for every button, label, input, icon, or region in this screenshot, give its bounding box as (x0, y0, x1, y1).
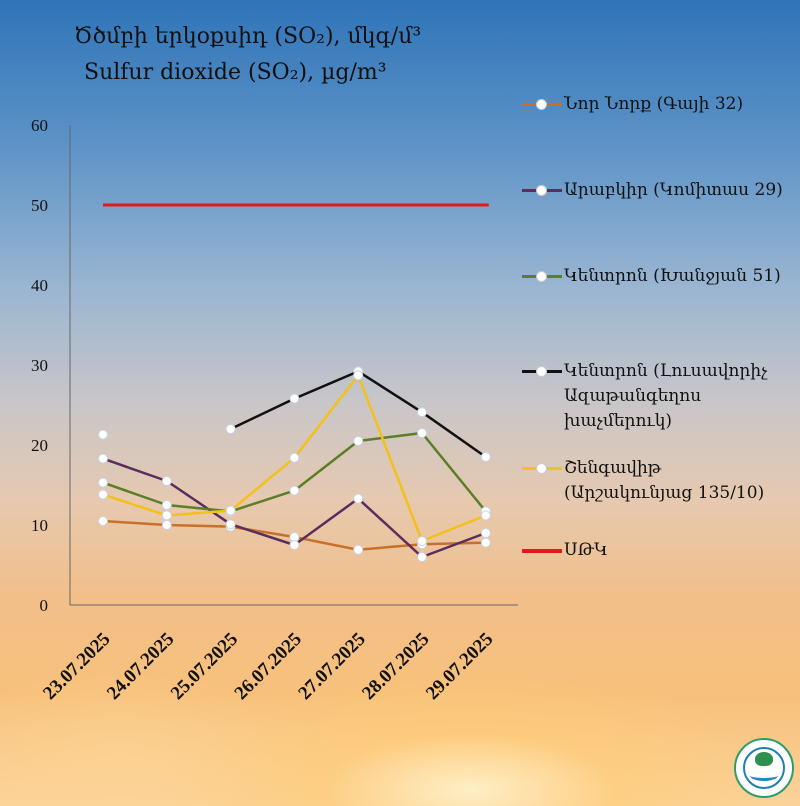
y-tick-label: 30 (31, 356, 48, 375)
legend-item-shengavit: Շենգավիթ (Արշակունյաց 135/10) (522, 456, 789, 506)
data-point (353, 493, 364, 504)
legend-label: ՍԹԿ (564, 540, 608, 560)
data-point (353, 436, 364, 446)
data-point (480, 452, 491, 462)
legend-label: Շենգավիթ (Արշակունյաց 135/10) (564, 458, 765, 503)
legend-label: Կենտրոն (Խանջյան 51) (564, 266, 781, 286)
data-point (98, 489, 108, 500)
x-tick-label: 29.07.2025 (422, 629, 497, 704)
data-point (161, 476, 172, 486)
data-point (225, 519, 236, 530)
legend-marker (536, 185, 547, 196)
series-line-2 (102, 431, 487, 513)
data-point (289, 485, 300, 496)
y-tick-label: 40 (31, 276, 48, 295)
legend-swatch (522, 463, 562, 474)
legend-marker (536, 366, 547, 377)
legend-label: Արաբկիր (Կոմիտաս 29) (564, 180, 783, 200)
y-tick-label: 60 (31, 116, 48, 135)
y-tick-label: 50 (31, 196, 48, 215)
data-point (98, 516, 108, 526)
tree-icon (755, 752, 773, 766)
x-tick-label: 24.07.2025 (103, 629, 178, 704)
legend-marker (536, 463, 547, 474)
legend-swatch (522, 366, 562, 377)
data-point (161, 510, 172, 521)
legend-item-kentron-khanjyan: Կենտրոն (Խանջյան 51) (522, 264, 789, 289)
chart-title-english: Sulfur dioxide (SO₂), µg/m³ (84, 60, 387, 85)
legend-item-arabkir: Արաբկիր (Կոմիտաս 29) (522, 178, 789, 203)
data-point (289, 540, 300, 550)
legend-swatch (522, 99, 562, 110)
data-point (480, 537, 491, 548)
wave-icon (750, 770, 778, 781)
data-point (417, 536, 427, 546)
legend-item-mac: ՍԹԿ (522, 538, 789, 563)
data-point (98, 453, 108, 464)
y-tick-label: 10 (31, 516, 48, 535)
data-point (161, 520, 172, 530)
x-tick-label: 27.07.2025 (294, 629, 369, 704)
data-point (353, 370, 364, 381)
x-tick-label: 28.07.2025 (358, 629, 433, 704)
data-point (417, 407, 427, 418)
legend-label: Կենտրոն (Լուսավորիչ Ազաթանգեղոս խաչմերու… (564, 361, 768, 431)
legend-item-nor-nork: Նոր Նորք (Գայի 32) (522, 92, 789, 117)
data-point (98, 477, 108, 488)
legend-item-kentron-crossroad: Կենտրոն (Լուսավորիչ Ազաթանգեղոս խաչմերու… (522, 359, 789, 434)
chart-title-armenian: Ծծմբի երկօքսիդ (SO₂), մկգ/մ³ (74, 24, 422, 49)
legend-swatch (522, 549, 562, 553)
legend-swatch (522, 185, 562, 196)
data-point (225, 424, 236, 434)
data-point (225, 505, 236, 516)
data-point (289, 393, 300, 404)
legend-swatch (522, 271, 562, 282)
data-point (480, 510, 491, 521)
data-point (161, 500, 172, 510)
data-point (417, 552, 427, 562)
ministry-logo (734, 738, 794, 798)
legend-label: Նոր Նորք (Գայի 32) (564, 94, 744, 114)
x-tick-label: 23.07.2025 (39, 629, 114, 704)
legend-marker (536, 99, 547, 110)
data-point (353, 544, 364, 555)
logo-ring (743, 747, 785, 789)
data-point (98, 429, 108, 440)
y-tick-label: 20 (31, 436, 48, 455)
x-tick-label: 26.07.2025 (231, 629, 306, 704)
legend-marker (536, 271, 547, 282)
data-point (417, 428, 427, 438)
y-tick-label: 0 (40, 596, 49, 615)
data-point (480, 528, 491, 538)
data-point (289, 452, 300, 463)
x-tick-label: 25.07.2025 (167, 629, 242, 704)
